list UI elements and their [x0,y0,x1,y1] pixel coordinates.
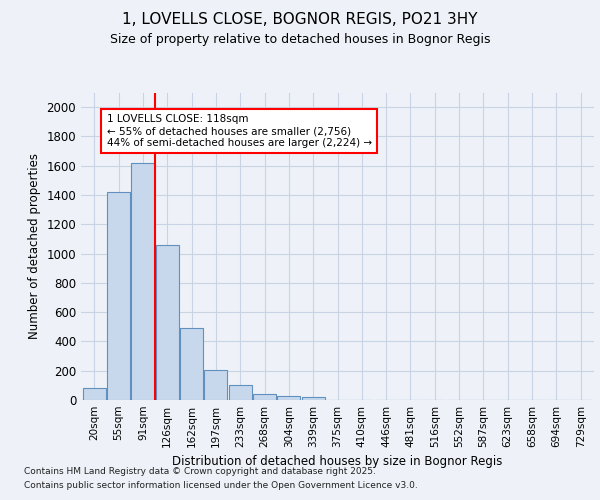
Bar [229,384,252,400]
Y-axis label: Number of detached properties: Number of detached properties [28,153,41,339]
Text: Size of property relative to detached houses in Bognor Regis: Size of property relative to detached ho… [110,32,490,46]
Bar [83,388,106,400]
Bar [205,370,227,400]
Text: 1 LOVELLS CLOSE: 118sqm
← 55% of detached houses are smaller (2,756)
44% of semi: 1 LOVELLS CLOSE: 118sqm ← 55% of detache… [107,114,371,148]
Text: Contains public sector information licensed under the Open Government Licence v3: Contains public sector information licen… [24,481,418,490]
X-axis label: Distribution of detached houses by size in Bognor Regis: Distribution of detached houses by size … [172,456,503,468]
Bar [156,245,179,400]
Bar [277,396,301,400]
Bar [180,328,203,400]
Text: 1, LOVELLS CLOSE, BOGNOR REGIS, PO21 3HY: 1, LOVELLS CLOSE, BOGNOR REGIS, PO21 3HY [122,12,478,28]
Text: Contains HM Land Registry data © Crown copyright and database right 2025.: Contains HM Land Registry data © Crown c… [24,468,376,476]
Bar [131,163,155,400]
Bar [302,397,325,400]
Bar [253,394,276,400]
Bar [107,192,130,400]
